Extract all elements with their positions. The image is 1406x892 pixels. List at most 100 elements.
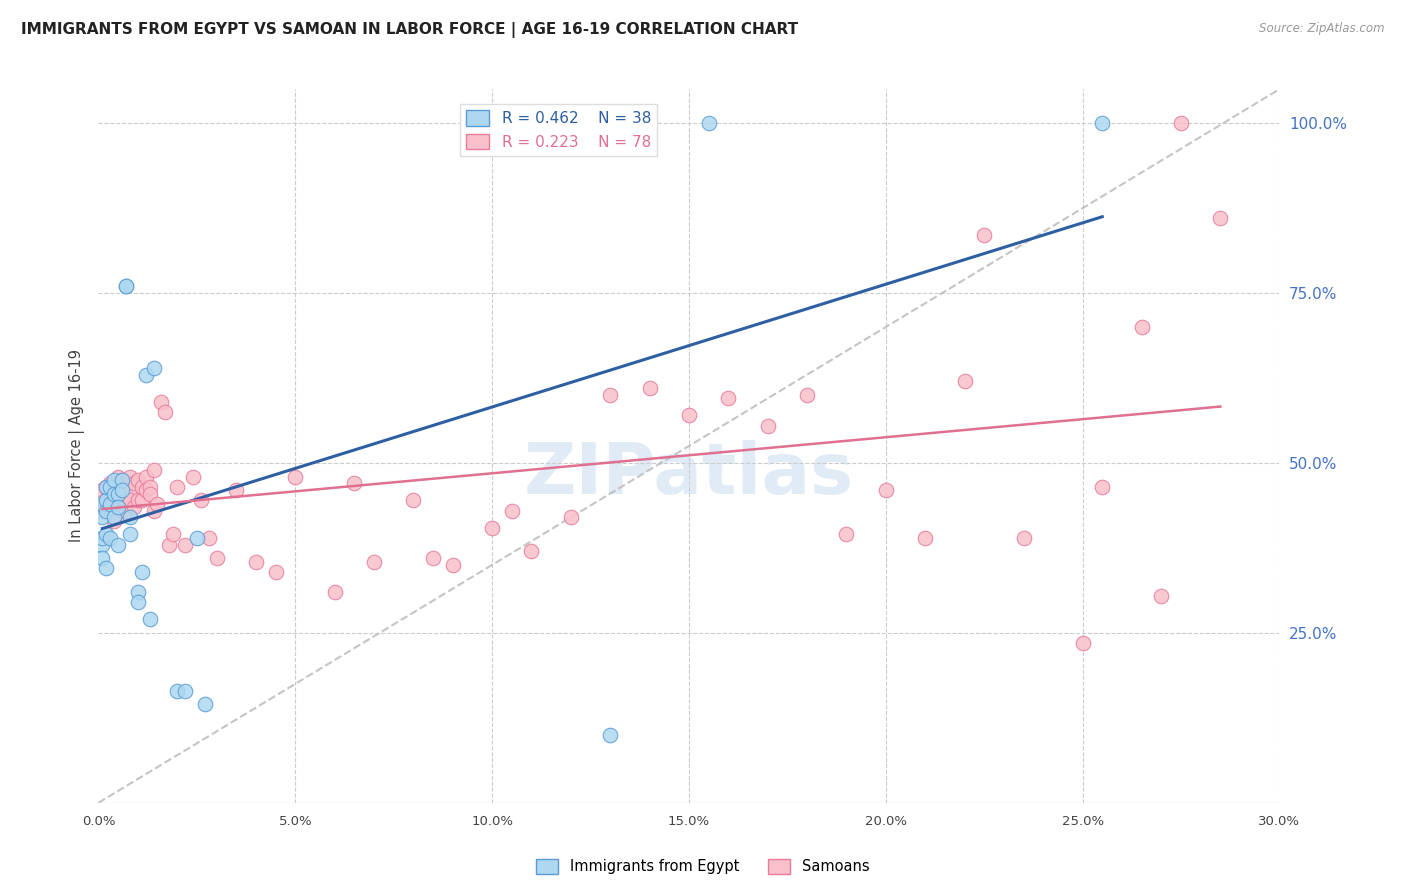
- Point: [402, 493, 425, 508]
- Point: [441, 558, 464, 572]
- Point: [501, 503, 523, 517]
- Point: [127, 473, 149, 487]
- Point: [96, 480, 118, 494]
- Point: [560, 510, 582, 524]
- Point: [118, 483, 141, 498]
- Point: [111, 490, 134, 504]
- Point: [157, 537, 180, 551]
- Point: [135, 469, 157, 483]
- Point: [194, 698, 217, 712]
- Point: [599, 388, 621, 402]
- Point: [91, 551, 114, 566]
- Point: [107, 486, 129, 500]
- Point: [122, 476, 145, 491]
- Point: [284, 469, 307, 483]
- Point: [953, 375, 976, 389]
- Text: IMMIGRANTS FROM EGYPT VS SAMOAN IN LABOR FORCE | AGE 16-19 CORRELATION CHART: IMMIGRANTS FROM EGYPT VS SAMOAN IN LABOR…: [21, 22, 799, 38]
- Point: [146, 497, 169, 511]
- Point: [96, 493, 118, 508]
- Point: [91, 503, 114, 517]
- Point: [205, 551, 228, 566]
- Point: [174, 683, 197, 698]
- Point: [796, 388, 818, 402]
- Point: [98, 480, 121, 494]
- Point: [1012, 531, 1035, 545]
- Text: Source: ZipAtlas.com: Source: ZipAtlas.com: [1260, 22, 1385, 36]
- Point: [111, 473, 134, 487]
- Point: [115, 503, 138, 517]
- Point: [103, 510, 125, 524]
- Point: [96, 503, 118, 517]
- Point: [131, 480, 153, 494]
- Point: [162, 527, 184, 541]
- Point: [422, 551, 444, 566]
- Point: [131, 493, 153, 508]
- Point: [111, 483, 134, 498]
- Point: [96, 480, 118, 494]
- Point: [142, 360, 165, 375]
- Point: [103, 503, 125, 517]
- Point: [914, 531, 936, 545]
- Point: [111, 503, 134, 517]
- Point: [96, 527, 118, 541]
- Point: [103, 514, 125, 528]
- Y-axis label: In Labor Force | Age 16-19: In Labor Force | Age 16-19: [69, 350, 84, 542]
- Point: [678, 409, 700, 423]
- Point: [225, 483, 247, 498]
- Point: [150, 394, 173, 409]
- Text: ZIPatlas: ZIPatlas: [524, 440, 853, 509]
- Point: [98, 497, 121, 511]
- Point: [118, 493, 141, 508]
- Point: [717, 392, 740, 406]
- Point: [1209, 211, 1232, 226]
- Point: [127, 595, 149, 609]
- Point: [122, 500, 145, 515]
- Point: [107, 497, 129, 511]
- Point: [118, 469, 141, 483]
- Point: [1170, 116, 1192, 130]
- Point: [98, 531, 121, 545]
- Point: [118, 527, 141, 541]
- Point: [138, 480, 160, 494]
- Point: [135, 368, 157, 382]
- Point: [181, 469, 204, 483]
- Point: [91, 497, 114, 511]
- Point: [115, 279, 138, 293]
- Point: [138, 486, 160, 500]
- Point: [142, 503, 165, 517]
- Point: [343, 476, 366, 491]
- Point: [756, 418, 779, 433]
- Point: [245, 555, 267, 569]
- Point: [973, 228, 995, 243]
- Point: [118, 510, 141, 524]
- Point: [363, 555, 385, 569]
- Point: [638, 381, 661, 395]
- Point: [481, 520, 503, 534]
- Point: [264, 565, 287, 579]
- Point: [103, 473, 125, 487]
- Point: [98, 476, 121, 491]
- Point: [115, 480, 138, 494]
- Point: [111, 473, 134, 487]
- Point: [155, 405, 177, 419]
- Point: [127, 493, 149, 508]
- Point: [1091, 480, 1114, 494]
- Point: [1091, 116, 1114, 130]
- Point: [166, 480, 188, 494]
- Point: [107, 480, 129, 494]
- Point: [91, 537, 114, 551]
- Point: [142, 463, 165, 477]
- Point: [115, 279, 138, 293]
- Point: [107, 537, 129, 551]
- Point: [98, 486, 121, 500]
- Point: [91, 531, 114, 545]
- Point: [697, 116, 720, 130]
- Point: [190, 493, 212, 508]
- Point: [1130, 320, 1153, 334]
- Point: [107, 486, 129, 500]
- Point: [103, 493, 125, 508]
- Point: [96, 493, 118, 508]
- Point: [323, 585, 346, 599]
- Point: [107, 469, 129, 483]
- Point: [115, 493, 138, 508]
